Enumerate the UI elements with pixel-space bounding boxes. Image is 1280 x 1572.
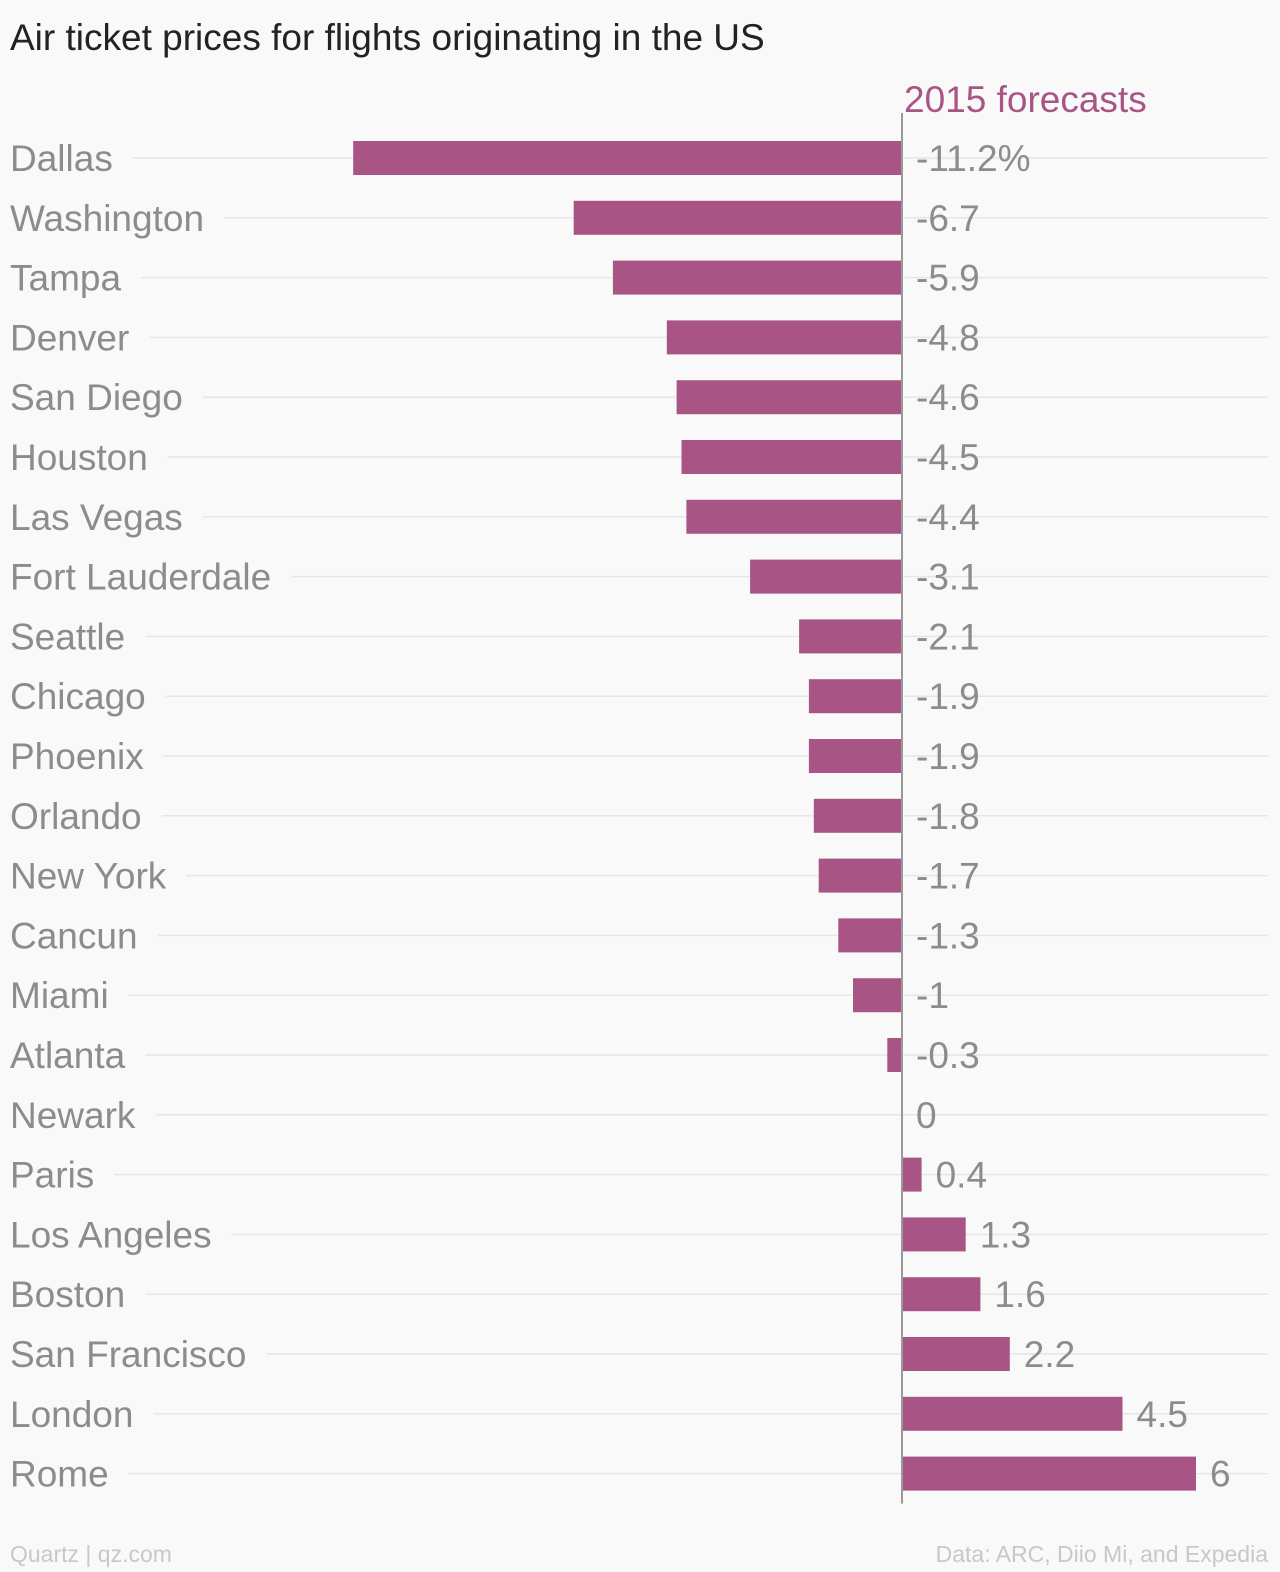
value-label: -11.2% bbox=[916, 138, 1031, 179]
category-label: San Diego bbox=[10, 377, 183, 418]
value-label: -4.4 bbox=[916, 497, 980, 538]
chart-title: Air ticket prices for flights originatin… bbox=[10, 17, 765, 58]
gridlines bbox=[114, 157, 1268, 1475]
category-label: London bbox=[10, 1394, 133, 1435]
bar bbox=[813, 798, 902, 833]
category-label: Paris bbox=[10, 1155, 94, 1196]
bar bbox=[902, 1337, 1010, 1371]
value-label: -2.1 bbox=[916, 616, 980, 657]
value-label: -1 bbox=[916, 975, 949, 1016]
category-label: Seattle bbox=[10, 616, 125, 657]
category-label: Phoenix bbox=[10, 736, 144, 777]
category-label: Newark bbox=[10, 1095, 136, 1136]
value-label: -1.9 bbox=[916, 676, 980, 717]
series-label: 2015 forecasts bbox=[904, 79, 1147, 120]
bar bbox=[676, 380, 902, 415]
value-label: -0.3 bbox=[916, 1035, 980, 1076]
bar bbox=[818, 858, 902, 893]
category-label: Denver bbox=[10, 317, 129, 358]
bar bbox=[902, 1456, 1196, 1491]
category-label: Cancun bbox=[10, 915, 138, 956]
category-label: Las Vegas bbox=[10, 497, 183, 538]
value-label: -4.8 bbox=[916, 317, 980, 358]
bar bbox=[750, 559, 902, 594]
value-label: 1.3 bbox=[980, 1214, 1031, 1255]
value-label: 1.6 bbox=[994, 1274, 1045, 1315]
category-labels: Dallas Washington Tampa Denver San Diego Hous… bbox=[10, 138, 271, 1495]
value-labels: -11.2% -6.7 -5.9 -4.8 -4.6 -4.5 -4.4 -3.1 -2.1 -1… bbox=[916, 138, 1231, 1495]
value-label: 2.2 bbox=[1024, 1334, 1075, 1375]
value-label: 0 bbox=[916, 1095, 937, 1136]
bar bbox=[353, 141, 902, 175]
bar bbox=[573, 200, 902, 235]
category-label: Fort Lauderdale bbox=[10, 557, 271, 598]
bar bbox=[902, 1217, 966, 1252]
value-label: 0.4 bbox=[936, 1155, 987, 1196]
bar bbox=[853, 978, 902, 1013]
category-label: New York bbox=[10, 856, 167, 897]
value-label: -4.6 bbox=[916, 377, 980, 418]
bar bbox=[799, 619, 902, 654]
value-label: -4.5 bbox=[916, 437, 980, 478]
bar bbox=[902, 1277, 981, 1312]
category-label: Orlando bbox=[10, 796, 142, 837]
value-label: -3.1 bbox=[916, 557, 980, 598]
value-label: -1.8 bbox=[916, 796, 980, 837]
value-label: 4.5 bbox=[1137, 1394, 1188, 1435]
bar bbox=[686, 499, 902, 534]
bar bbox=[808, 739, 902, 773]
bar bbox=[612, 260, 902, 295]
category-label: Miami bbox=[10, 975, 109, 1016]
bar bbox=[887, 1038, 902, 1072]
value-label: -5.9 bbox=[916, 258, 980, 299]
value-label: -1.7 bbox=[916, 856, 980, 897]
bar bbox=[838, 918, 902, 953]
credit-footer: Quartz | qz.com bbox=[10, 1541, 172, 1567]
value-label: -1.3 bbox=[916, 915, 980, 956]
category-label: San Francisco bbox=[10, 1334, 247, 1375]
bar bbox=[902, 1157, 922, 1192]
category-label: Tampa bbox=[10, 258, 121, 299]
category-label: Atlanta bbox=[10, 1035, 126, 1076]
bar bbox=[666, 320, 902, 355]
bar bbox=[902, 1396, 1123, 1431]
bar bbox=[808, 679, 902, 714]
value-label: -1.9 bbox=[916, 736, 980, 777]
bars bbox=[353, 141, 1196, 1491]
value-label: 6 bbox=[1210, 1454, 1231, 1495]
source-footer: Data: ARC, Diio Mi, and Expedia bbox=[936, 1541, 1269, 1567]
category-label: Washington bbox=[10, 198, 204, 239]
category-label: Rome bbox=[10, 1454, 109, 1495]
category-label: Houston bbox=[10, 437, 148, 478]
bar bbox=[681, 440, 902, 474]
category-label: Dallas bbox=[10, 138, 113, 179]
category-label: Chicago bbox=[10, 676, 146, 717]
category-label: Los Angeles bbox=[10, 1214, 212, 1255]
value-label: -6.7 bbox=[916, 198, 980, 239]
category-label: Boston bbox=[10, 1274, 125, 1315]
